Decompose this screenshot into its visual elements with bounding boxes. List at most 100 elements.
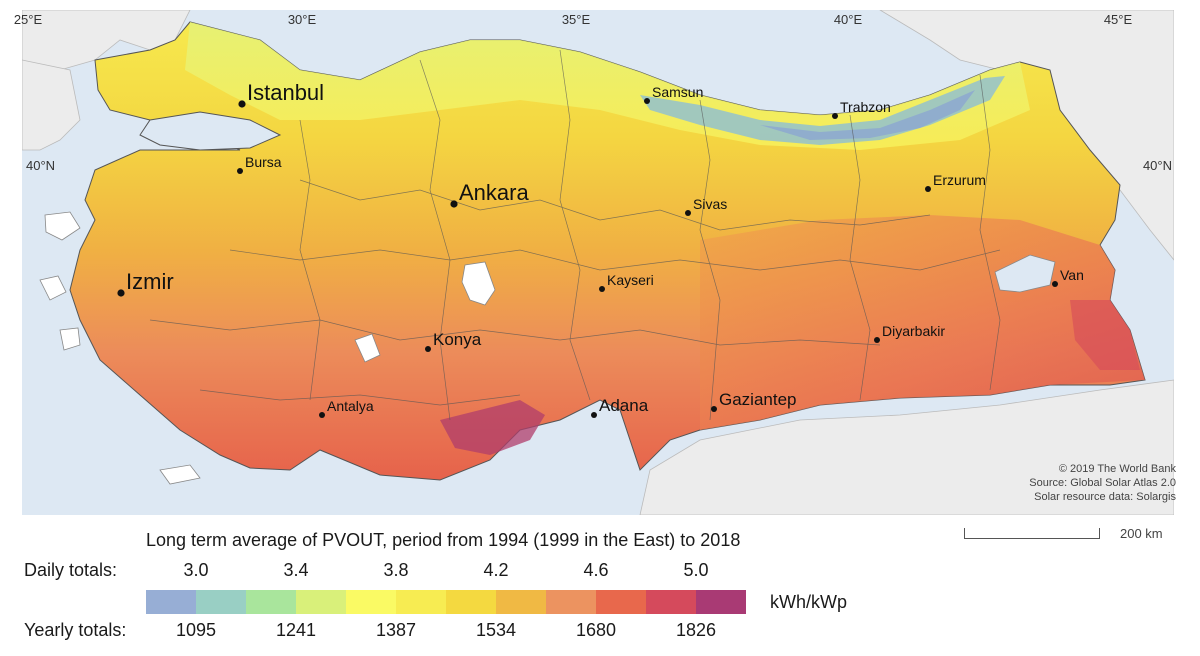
city-label: Diyarbakir [882,323,945,339]
longitude-label: 45°E [1104,12,1133,27]
city-label: Erzurum [933,172,986,188]
city-label: Adana [599,396,649,415]
credit-line: © 2019 The World Bank [1058,463,1176,475]
credit-line: Source: Global Solar Atlas 2.0 [1029,477,1176,489]
city-istanbul: Istanbul [238,80,324,108]
legend-swatch [696,590,746,614]
neighbor-land-south [639,379,1174,515]
city-dot [925,186,931,192]
legend-swatch [396,590,446,614]
city-label: Istanbul [247,80,324,105]
legend-swatch [146,590,196,614]
daily-tick-label: 4.2 [483,560,509,580]
city-konya: Konya [425,330,482,352]
yearly-tick-label: 1241 [275,620,317,640]
latitude-labels: 40°N 40°N [26,158,1172,173]
city-diyarbakir: Diyarbakir [874,323,945,343]
daily-tick-label: 3.0 [183,560,209,580]
city-trabzon: Trabzon [832,99,891,119]
southeast-hotspot [1070,300,1140,370]
daily-tick-label: 4.6 [583,560,609,580]
solar-map: 25°E 30°E 35°E 40°E 45°E 40°N 40°N Istanbul Bu… [14,10,1176,515]
yearly-totals-label: Yearly totals: [24,620,127,640]
lake-van [994,254,1056,293]
city-dot [450,200,458,208]
city-ankara: Ankara [450,180,529,208]
aegean-islands [39,211,201,485]
scale-bar-label: 200 km [1120,526,1163,541]
city-van: Van [1052,267,1084,287]
daily-tick-label: 5.0 [683,560,709,580]
black-sea-lowest-strip [760,90,975,140]
city-label: Van [1060,267,1084,283]
yearly-tick-label: 1680 [575,620,617,640]
lake-egirdir [354,333,381,363]
sea-of-marmara [139,111,282,151]
city-dot [237,168,243,174]
legend-swatch [446,590,496,614]
city-label: Kayseri [607,272,654,288]
legend-swatch [246,590,296,614]
longitude-label: 30°E [288,12,317,27]
longitude-labels: 25°E 30°E 35°E 40°E 45°E [14,12,1133,27]
city-antalya: Antalya [319,398,374,418]
black-sea-coastal-band [185,22,1030,150]
legend-unit: kWh/kWp [770,592,848,612]
legend-swatch [196,590,246,614]
legend-swatch [296,590,346,614]
yearly-tick-label: 1387 [375,620,417,640]
city-markers: Istanbul Bursa Ankara Izmir Samsun Trabzon Siv… [117,80,1084,418]
city-dot [644,98,650,104]
city-sivas: Sivas [685,196,727,216]
yearly-tick-label: 1826 [675,620,717,640]
longitude-label: 25°E [14,12,43,27]
city-dot [591,412,597,418]
city-dot [117,289,125,297]
legend-swatch [546,590,596,614]
city-dot [685,210,691,216]
city-dot [425,346,431,352]
city-dot [319,412,325,418]
map-frame [22,10,1174,515]
city-label: Samsun [652,84,703,100]
city-dot [238,100,246,108]
taurus-hotspot [440,400,545,455]
daily-totals-label: Daily totals: [24,560,118,580]
city-bursa: Bursa [237,154,282,174]
latitude-label: 40°N [26,158,55,173]
longitude-label: 35°E [562,12,591,27]
yearly-tick-label: 1095 [175,620,217,640]
daily-tick-label: 3.8 [383,560,409,580]
city-label: Ankara [459,180,529,205]
credit-line: Solar resource data: Solargis [1034,491,1176,503]
city-label: Izmir [126,269,174,294]
city-dot [599,286,605,292]
city-label: Gaziantep [719,390,797,409]
map-canvas: 25°E 30°E 35°E 40°E 45°E 40°N 40°N Istanbul Bu… [14,10,1174,515]
legend-swatch [646,590,696,614]
city-dot [711,406,717,412]
city-samsun: Samsun [644,84,703,104]
yearly-tick-label: 1534 [475,620,517,640]
map-credits: © 2019 The World Bank Source: Global Sol… [1029,462,1176,504]
neighbor-land-greece [22,59,81,151]
city-adana: Adana [591,396,649,418]
city-dot [832,113,838,119]
city-gaziantep: Gaziantep [711,390,797,412]
legend-swatch [346,590,396,614]
scale-bar [964,528,1100,539]
city-label: Bursa [245,154,282,170]
latitude-label: 40°N [1143,158,1172,173]
province-borders [149,49,1001,421]
city-label: Antalya [327,398,374,414]
legend-color-bar [146,590,746,614]
legend-swatch [596,590,646,614]
city-izmir: Izmir [117,269,174,297]
city-erzurum: Erzurum [925,172,986,192]
city-label: Konya [433,330,482,349]
city-dot [874,337,880,343]
daily-tick-label: 3.4 [283,560,309,580]
city-label: Sivas [693,196,727,212]
longitude-label: 40°E [834,12,863,27]
lake-tuz [461,261,496,306]
